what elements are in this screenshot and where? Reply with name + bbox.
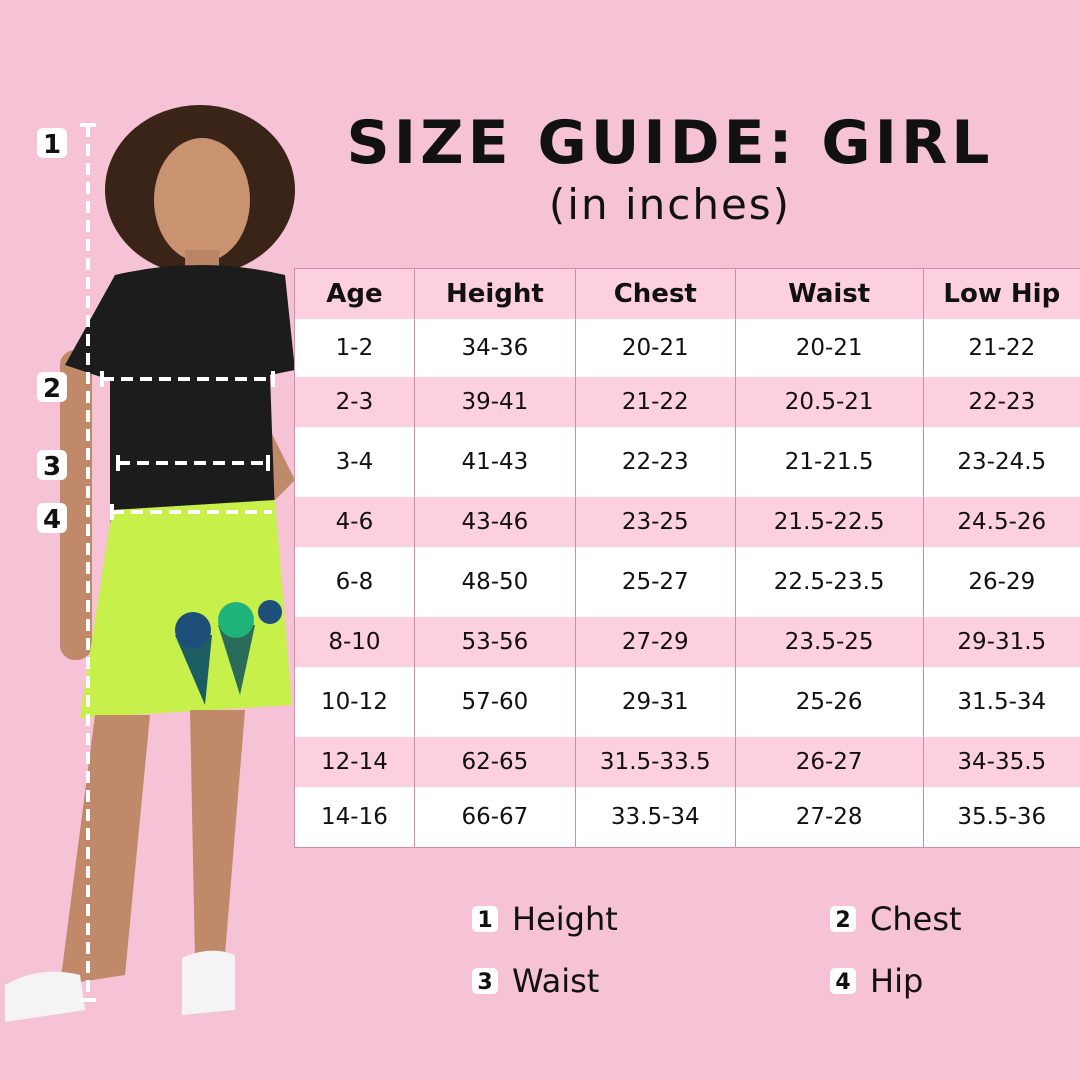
page-subtitle: (in inches)	[548, 180, 792, 229]
shoe	[5, 971, 85, 1022]
column-header: Age	[294, 268, 415, 319]
table-cell: 20-21	[734, 319, 924, 377]
table-cell: 27-29	[574, 617, 736, 667]
table-cell: 34-36	[413, 319, 576, 377]
marker-chest: 2	[37, 372, 67, 404]
table-cell: 20.5-21	[734, 377, 924, 427]
legend-height: 1 Height	[472, 900, 618, 938]
table-row: 6-8 48-50 25-27 22.5-23.5 26-29	[294, 547, 1080, 617]
legend-hip: 4 Hip	[830, 962, 923, 1000]
table-cell: 4-6	[294, 497, 415, 547]
marker-height: 1	[37, 128, 67, 160]
table-cell: 35.5-36	[922, 787, 1080, 847]
table-cell: 12-14	[294, 737, 415, 787]
table-cell: 21-22	[574, 377, 736, 427]
table-cell: 31.5-34	[922, 667, 1080, 737]
table-cell: 41-43	[413, 427, 576, 497]
table-cell: 8-10	[294, 617, 415, 667]
marker-waist: 3	[37, 450, 67, 482]
table-row: 8-10 53-56 27-29 23.5-25 29-31.5	[294, 617, 1080, 667]
legend-label: Height	[512, 900, 618, 938]
column-header: Low Hip	[922, 268, 1080, 319]
table-cell: 34-35.5	[922, 737, 1080, 787]
face	[154, 138, 250, 262]
table-cell: 31.5-33.5	[574, 737, 736, 787]
table-cell: 43-46	[413, 497, 576, 547]
shirt	[65, 265, 295, 525]
table-cell: 27-28	[734, 787, 924, 847]
table-row: 3-4 41-43 22-23 21-21.5 23-24.5	[294, 427, 1080, 497]
legend-badge: 4	[830, 968, 856, 995]
table-cell: 24.5-26	[922, 497, 1080, 547]
table-cell: 29-31.5	[922, 617, 1080, 667]
table-cell: 2-3	[294, 377, 415, 427]
ice-cream-print	[175, 600, 282, 705]
legend-badge: 1	[472, 906, 498, 933]
measurement-lines	[80, 123, 275, 1002]
column-header: Chest	[574, 268, 736, 319]
table-cell: 1-2	[294, 319, 415, 377]
table-cell: 10-12	[294, 667, 415, 737]
table-cell: 33.5-34	[574, 787, 736, 847]
table-cell: 48-50	[413, 547, 576, 617]
legend-label: Hip	[870, 962, 924, 1000]
table-row: 14-16 66-67 33.5-34 27-28 35.5-36	[294, 787, 1080, 847]
table-cell: 57-60	[413, 667, 576, 737]
table-cell: 14-16	[294, 787, 415, 847]
table-cell: 53-56	[413, 617, 576, 667]
legend-badge: 3	[472, 968, 498, 995]
column-header: Height	[413, 268, 576, 319]
legend-label: Chest	[870, 900, 962, 938]
page-title: SIZE GUIDE: GIRL	[346, 108, 994, 178]
table-cell: 3-4	[294, 427, 415, 497]
table-cell: 29-31	[574, 667, 736, 737]
table-cell: 21.5-22.5	[734, 497, 924, 547]
column-header: Waist	[734, 268, 924, 319]
marker-hip: 4	[37, 503, 67, 535]
table-cell: 66-67	[413, 787, 576, 847]
table-cell: 6-8	[294, 547, 415, 617]
table-cell: 25-26	[734, 667, 924, 737]
size-table: Age Height Chest Waist Low Hip 1-2 34-36 20-21…	[294, 268, 1080, 848]
table-cell: 22-23	[574, 427, 736, 497]
table-cell: 26-29	[922, 547, 1080, 617]
table-cell: 20-21	[574, 319, 736, 377]
table-row: 12-14 62-65 31.5-33.5 26-27 34-35.5	[294, 737, 1080, 787]
table-cell: 21-22	[922, 319, 1080, 377]
legend-label: Waist	[512, 962, 600, 1000]
table-row: 4-6 43-46 23-25 21.5-22.5 24.5-26	[294, 497, 1080, 547]
legend-chest: 2 Chest	[830, 900, 962, 938]
legend-badge: 2	[830, 906, 856, 933]
legend-waist: 3 Waist	[472, 962, 599, 1000]
table-cell: 23.5-25	[734, 617, 924, 667]
table-cell: 25-27	[574, 547, 736, 617]
table-row: 10-12 57-60 29-31 25-26 31.5-34	[294, 667, 1080, 737]
table-cell: 23-24.5	[922, 427, 1080, 497]
table-cell: 39-41	[413, 377, 576, 427]
table-row: 1-2 34-36 20-21 20-21 21-22	[294, 319, 1080, 377]
table-cell: 22.5-23.5	[734, 547, 924, 617]
table-cell: 21-21.5	[734, 427, 924, 497]
table-row: 2-3 39-41 21-22 20.5-21 22-23	[294, 377, 1080, 427]
table-cell: 26-27	[734, 737, 924, 787]
shoe	[182, 950, 235, 1015]
table-cell: 62-65	[413, 737, 576, 787]
table-cell: 22-23	[922, 377, 1080, 427]
table-cell: 23-25	[574, 497, 736, 547]
